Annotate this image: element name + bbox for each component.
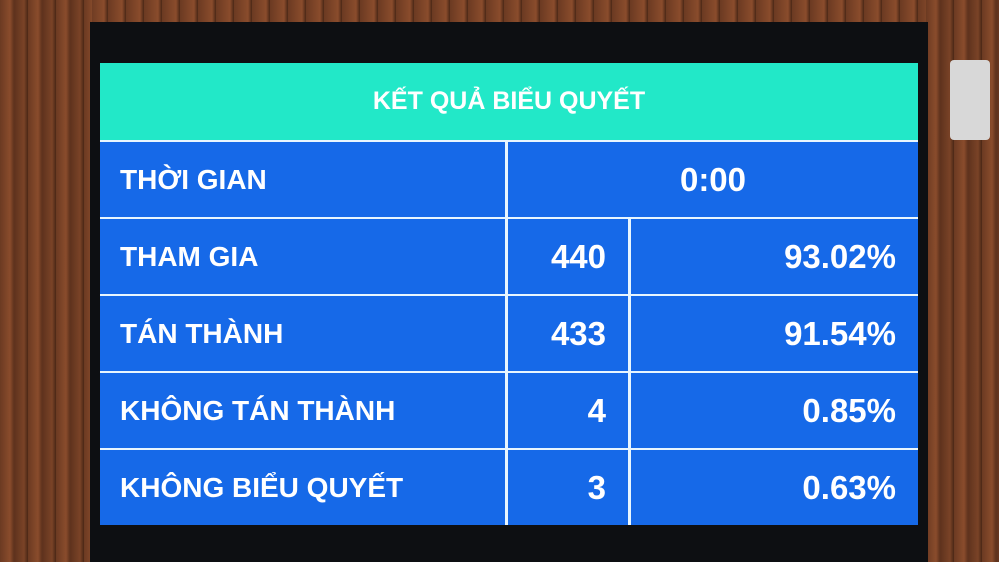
row-percent: 0.63% — [631, 450, 918, 525]
row-label: THAM GIA — [100, 219, 505, 294]
wood-panel-left — [0, 0, 92, 562]
row-count: 433 — [508, 296, 628, 371]
vote-results-screen: KẾT QUẢ BIỂU QUYẾT THỜI GIAN 0:00 THAM G… — [100, 63, 918, 525]
time-label: THỜI GIAN — [100, 142, 505, 217]
camera-icon — [950, 60, 990, 140]
time-value: 0:00 — [508, 142, 918, 217]
row-label: KHÔNG BIỂU QUYẾT — [100, 450, 505, 525]
row-percent: 93.02% — [631, 219, 918, 294]
row-label: TÁN THÀNH — [100, 296, 505, 371]
row-count: 4 — [508, 373, 628, 448]
row-percent: 91.54% — [631, 296, 918, 371]
row-percent: 0.85% — [631, 373, 918, 448]
row-count: 440 — [508, 219, 628, 294]
wood-panel-top — [0, 0, 999, 22]
row-label: KHÔNG TÁN THÀNH — [100, 373, 505, 448]
results-title: KẾT QUẢ BIỂU QUYẾT — [100, 63, 918, 140]
row-count: 3 — [508, 450, 628, 525]
